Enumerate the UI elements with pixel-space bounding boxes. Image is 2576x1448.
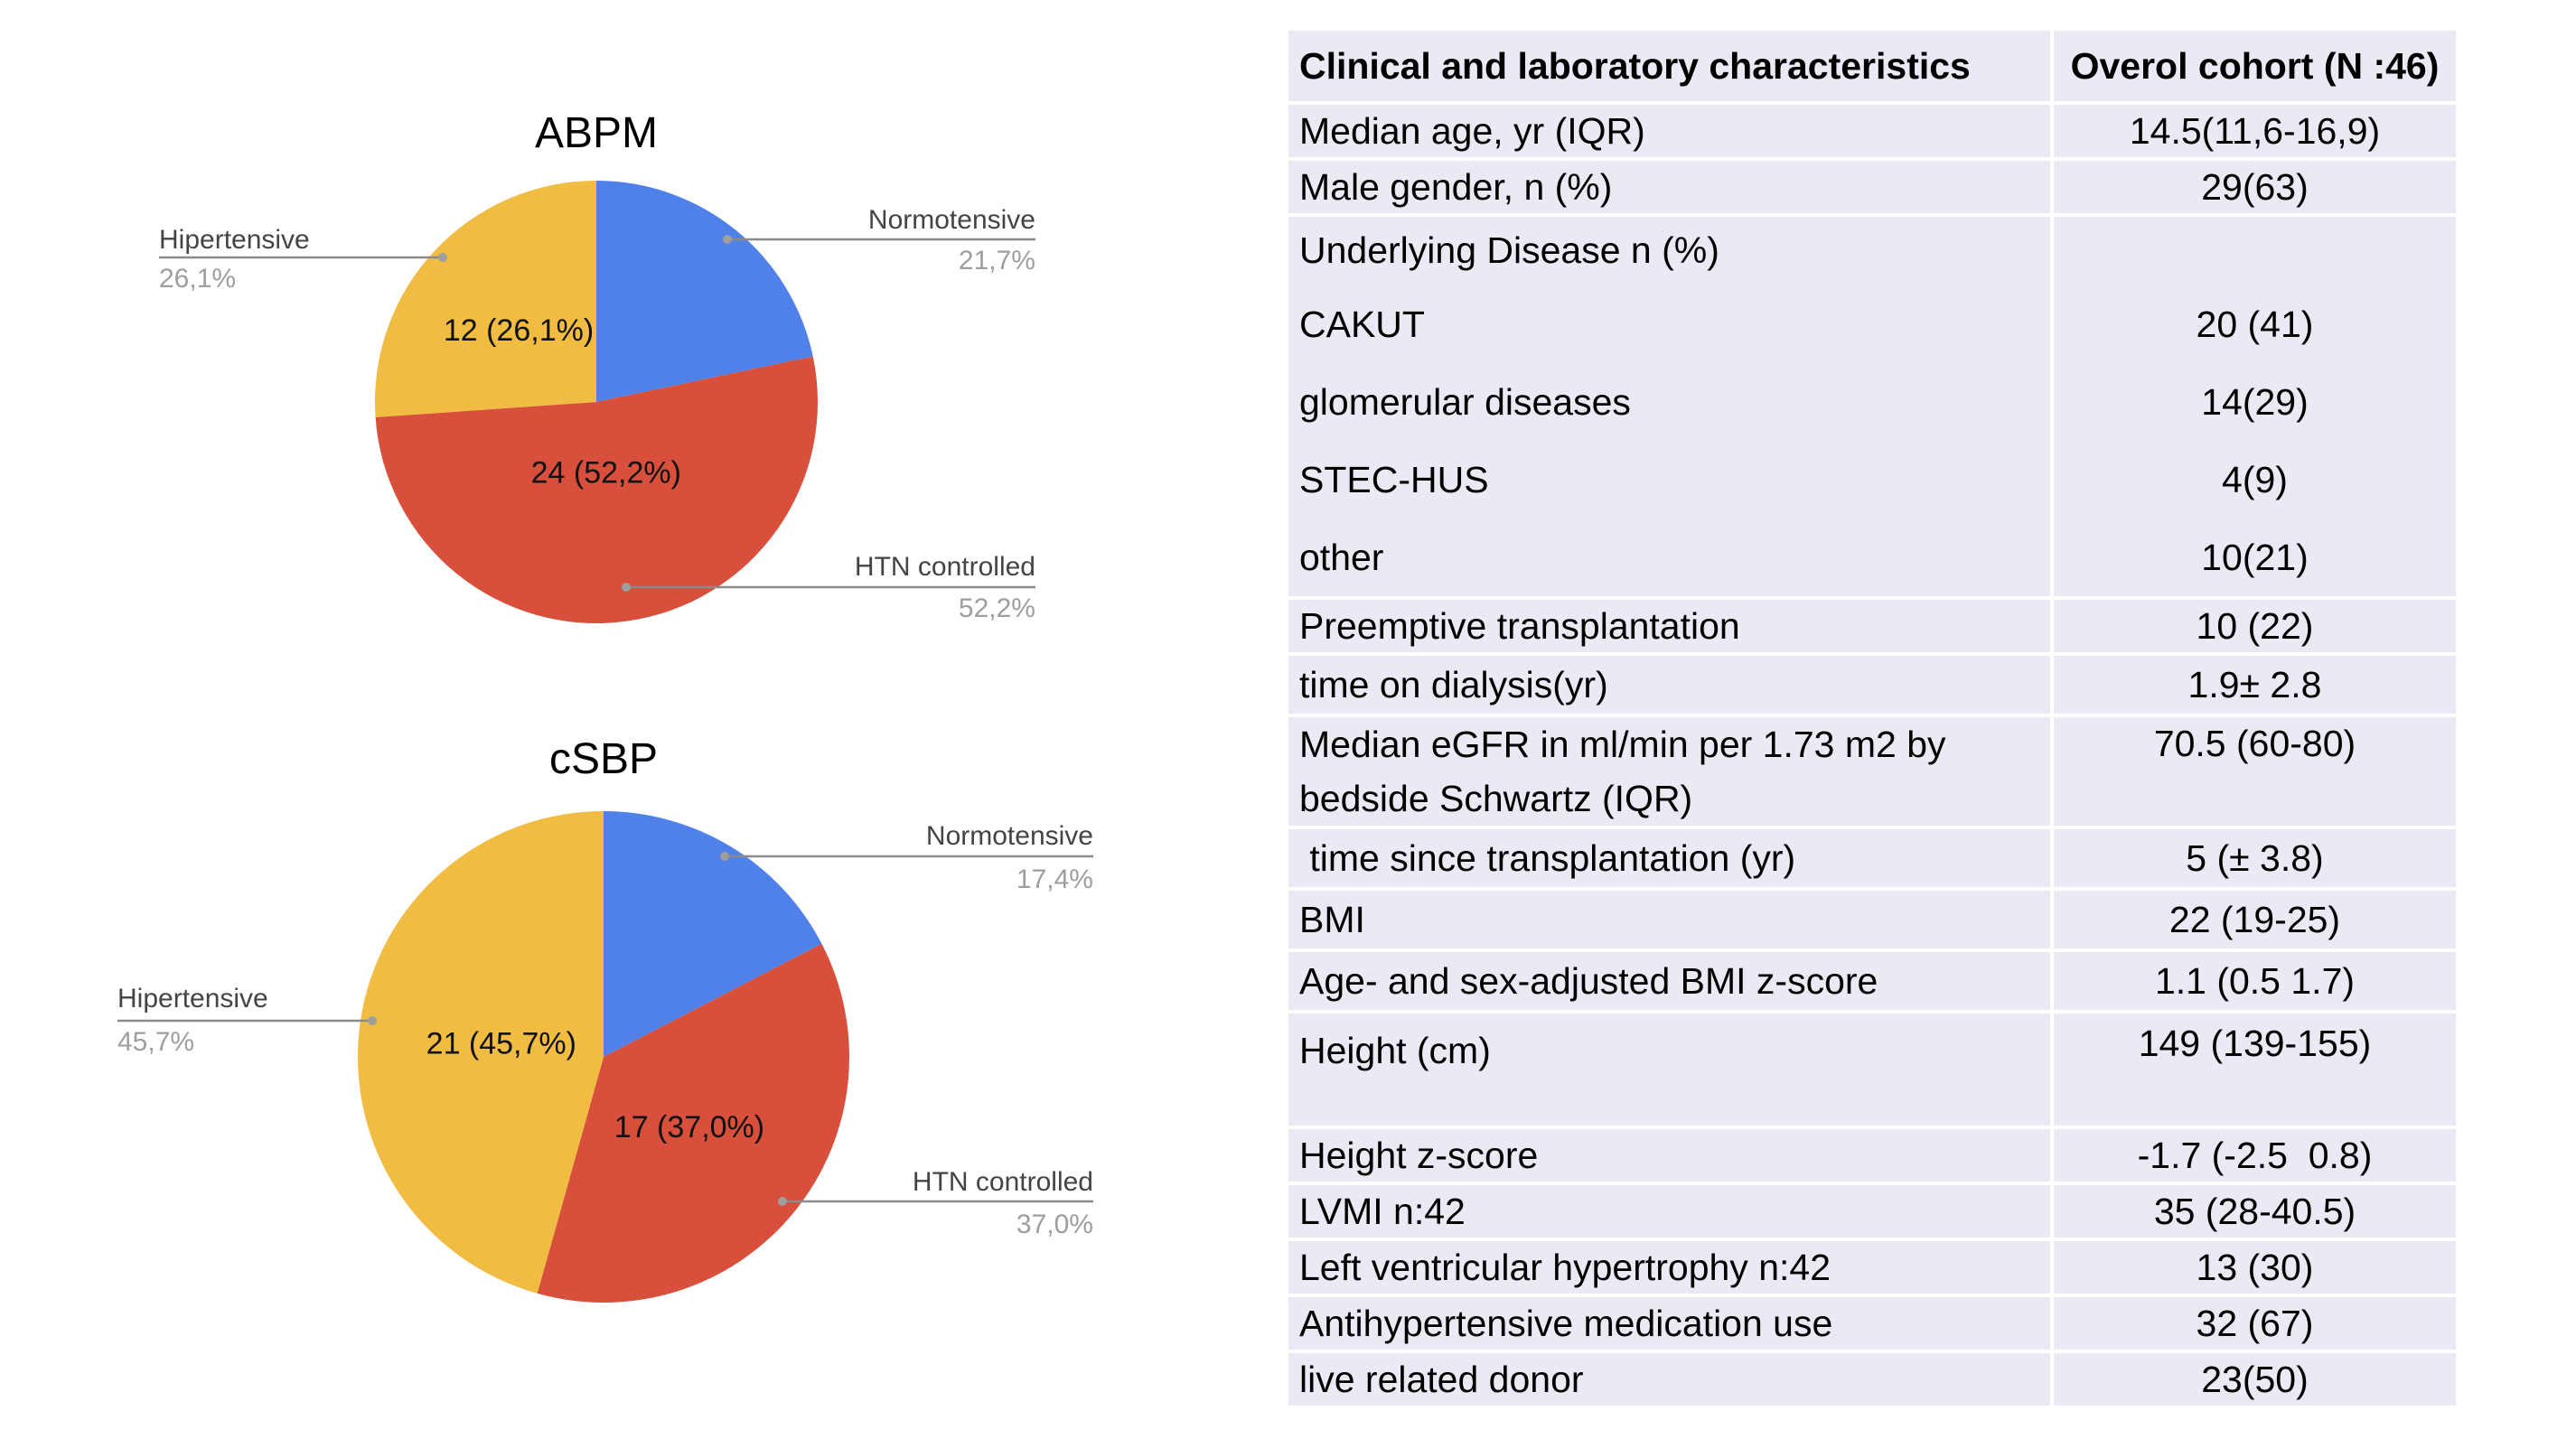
- slice-label-hipertensive: 21 (45,7%): [426, 1026, 576, 1060]
- row-label: Age- and sex-adjusted BMI z-score: [1285, 948, 2054, 1014]
- row-label: live related donor: [1285, 1350, 2054, 1409]
- row-label: time on dialysis(yr): [1285, 652, 2054, 717]
- table-row: Age- and sex-adjusted BMI z-score 1.1 (0…: [1285, 948, 2459, 1014]
- callout-name-htn-controlled: HTN controlled: [855, 552, 1035, 582]
- slice-label-hipertensive: 12 (26,1%): [444, 313, 594, 348]
- row-value: 35 (28-40.5): [2050, 1182, 2459, 1241]
- underlying-disease-cell: Underlying Disease n (%) CAKUT glomerula…: [1285, 213, 2054, 600]
- row-value: 22 (19-25): [2050, 887, 2459, 952]
- row-value: -1.7 (-2.5 0.8): [2050, 1126, 2459, 1185]
- header-characteristics: Clinical and laboratory characteristics: [1285, 27, 2054, 105]
- pie-slice-htn-controlled: [537, 943, 849, 1303]
- row-label: Antihypertensive medication use: [1285, 1294, 2054, 1353]
- row-label: Male gender, n (%): [1285, 157, 2054, 217]
- row-label: time since transplantation (yr): [1285, 826, 2054, 891]
- row-value: 5 (± 3.8): [2050, 826, 2459, 891]
- slice-label-htn-controlled: 17 (37,0%): [614, 1110, 764, 1144]
- callout-pct-normotensive: 21,7%: [959, 246, 1035, 276]
- callout-name-normotensive: Normotensive: [868, 205, 1035, 235]
- row-value: 23(50): [2050, 1350, 2459, 1409]
- row-label: CAKUT: [1299, 304, 1425, 345]
- table-row: Height z-score -1.7 (-2.5 0.8): [1285, 1126, 2459, 1185]
- table-row: time since transplantation (yr) 5 (± 3.8…: [1285, 826, 2459, 891]
- row-label: Median age, yr (IQR): [1285, 101, 2054, 161]
- row-label: Median eGFR in ml/min per 1.73 m2 by bed…: [1285, 714, 2054, 829]
- leader-dot-normotensive: [723, 235, 732, 244]
- chart-title: ABPM: [535, 109, 658, 157]
- row-value: 29(63): [2050, 157, 2459, 217]
- table-row: Median age, yr (IQR) 14.5(11,6-16,9): [1285, 101, 2459, 161]
- pie-slice-hipertensive: [358, 811, 604, 1294]
- leader-dot-hipertensive: [368, 1016, 377, 1025]
- row-value: 1.1 (0.5 1.7): [2050, 948, 2459, 1014]
- underlying-disease-values: 20 (41) 14(29) 4(9) 10(21): [2050, 213, 2459, 600]
- row-value: [2065, 217, 2445, 285]
- table-row: live related donor 23(50): [1285, 1350, 2459, 1409]
- table-row: Antihypertensive medication use 32 (67): [1285, 1294, 2459, 1353]
- header-overall-cohort: Overol cohort (N :46): [2050, 27, 2459, 105]
- leader-dot-htn-controlled: [622, 583, 631, 592]
- row-value: 13 (30): [2050, 1238, 2459, 1297]
- chart-title: cSBP: [549, 735, 658, 783]
- row-label: Left ventricular hypertrophy n:42: [1285, 1238, 2054, 1297]
- slice-label-htn-controlled: 24 (52,2%): [531, 456, 681, 490]
- callout-pct-hipertensive: 45,7%: [117, 1027, 194, 1057]
- pie-charts: ABPM Normotensive 21,7% 24 (52,2%) HTN contr…: [117, 109, 1093, 1303]
- row-value: 32 (67): [2050, 1294, 2459, 1353]
- pie-chart-abpm: ABPM Normotensive 21,7% 24 (52,2%) HTN contr…: [159, 109, 1035, 624]
- pie-slice-hipertensive: [374, 181, 596, 417]
- row-value: 10(21): [2201, 537, 2309, 578]
- pie-chart-csbp: cSBP Normotensive 17,4% 17 (37,0%) HTN contr…: [117, 735, 1093, 1303]
- row-label: STEC-HUS: [1299, 459, 1489, 500]
- row-label: other: [1299, 537, 1384, 578]
- table-row: Male gender, n (%) 29(63): [1285, 157, 2459, 217]
- leader-dot-hipertensive: [438, 253, 447, 262]
- table-row: Preemptive transplantation 10 (22): [1285, 596, 2459, 656]
- row-value: 1.9± 2.8: [2050, 652, 2459, 717]
- leader-dot-htn-controlled: [778, 1197, 787, 1206]
- row-label: glomerular diseases: [1299, 381, 1631, 423]
- callout-pct-htn-controlled: 37,0%: [1016, 1210, 1093, 1239]
- table-row: BMI 22 (19-25): [1285, 887, 2459, 952]
- callout-pct-htn-controlled: 52,2%: [959, 593, 1035, 623]
- table-row: LVMI n:42 35 (28-40.5): [1285, 1182, 2459, 1241]
- table-row: Height (cm) 149 (139-155): [1285, 1010, 2459, 1129]
- table-row: Underlying Disease n (%) CAKUT glomerula…: [1285, 213, 2459, 600]
- row-value: 14.5(11,6-16,9): [2050, 101, 2459, 161]
- row-label: Preemptive transplantation: [1285, 596, 2054, 656]
- table-header-row: Clinical and laboratory characteristics …: [1285, 27, 2459, 105]
- row-value: 70.5 (60-80): [2050, 714, 2459, 829]
- pie-slice-htn-controlled: [375, 356, 819, 624]
- callout-pct-hipertensive: 26,1%: [159, 264, 236, 294]
- row-value: 20 (41): [2196, 304, 2314, 345]
- row-label: Height z-score: [1285, 1126, 2054, 1185]
- row-label: Height (cm): [1285, 1010, 2054, 1129]
- table-row: Median eGFR in ml/min per 1.73 m2 by bed…: [1285, 714, 2459, 829]
- row-label: Underlying Disease n (%): [1299, 229, 1719, 271]
- table-row: Left ventricular hypertrophy n:42 13 (30…: [1285, 1238, 2459, 1297]
- table-row: time on dialysis(yr) 1.9± 2.8: [1285, 652, 2459, 717]
- row-label: LVMI n:42: [1285, 1182, 2054, 1241]
- pie-slice-normotensive: [604, 811, 822, 1057]
- row-value: 149 (139-155): [2050, 1010, 2459, 1129]
- row-value: 4(9): [2222, 459, 2288, 500]
- callout-pct-normotensive: 17,4%: [1016, 864, 1093, 894]
- callout-name-normotensive: Normotensive: [926, 821, 1093, 851]
- row-label: BMI: [1285, 887, 2054, 952]
- pie-slice-normotensive: [596, 181, 813, 402]
- callout-name-htn-controlled: HTN controlled: [913, 1167, 1093, 1197]
- characteristics-table: Clinical and laboratory characteristics …: [1285, 27, 2459, 1409]
- leader-dot-normotensive: [720, 852, 729, 861]
- callout-name-hipertensive: Hipertensive: [159, 225, 310, 255]
- row-value: 14(29): [2201, 381, 2309, 423]
- row-value: 10 (22): [2050, 596, 2459, 656]
- callout-name-hipertensive: Hipertensive: [117, 984, 268, 1014]
